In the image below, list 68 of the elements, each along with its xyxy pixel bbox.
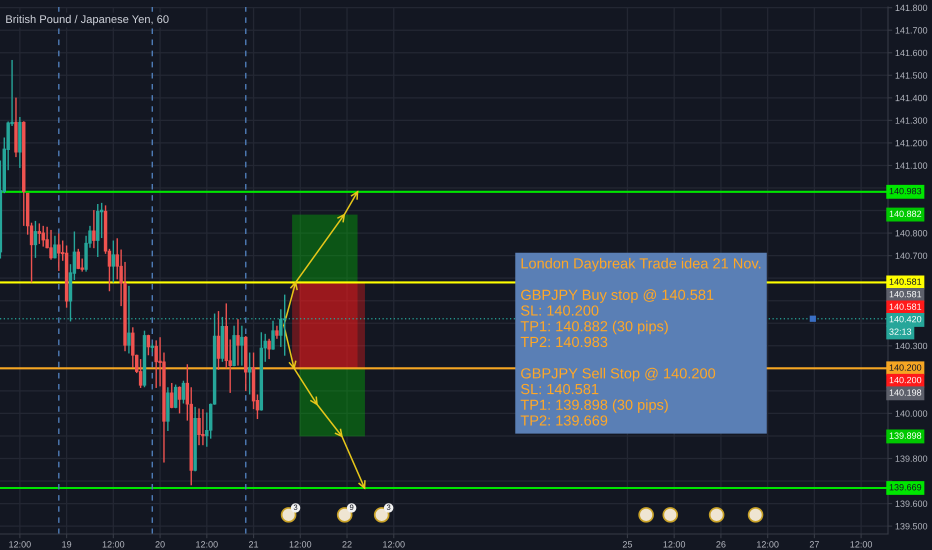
candlestick	[92, 209, 96, 249]
text: London Daybreak Trade idea 21 Nov. GBPJPY Buy stop @ 140.581 SL: 140.200 TP1: 140.882 (30 pips) TP2: 140.983 GBPJPY Sell Stop @ 140.200 SL: 140.581 TP1: 139.898 (30 pips) TP2: 139.669	[520, 258, 760, 426]
y-tick-label: 141.400	[896, 94, 928, 102]
x-tick-label: 12:00	[383, 541, 405, 548]
candlestick	[146, 334, 150, 356]
candlestick	[240, 325, 244, 366]
x-tick-label: 12:00	[9, 541, 31, 548]
text: 32:13	[889, 328, 912, 335]
candlestick	[170, 382, 174, 409]
candlestick	[178, 386, 182, 414]
bar	[300, 282, 365, 369]
candlestick	[248, 352, 252, 396]
candlestick	[112, 240, 116, 284]
y-tick-label: 141.300	[896, 117, 928, 124]
text: 140.581	[890, 290, 922, 298]
y-tick-label: 141.500	[896, 72, 928, 79]
candlestick	[53, 235, 57, 260]
ref-line-label: 140.581	[890, 278, 922, 285]
y-tick-label: 140.700	[896, 252, 928, 259]
ref-line-label: 139.669	[890, 484, 922, 490]
candlestick	[38, 222, 42, 245]
text: 139.898	[890, 432, 922, 439]
candlestick	[138, 358, 142, 389]
y-tick-label: 141.700	[896, 27, 928, 34]
y-tick-label: 139.800	[896, 455, 928, 462]
ref-line-label: 140.200	[890, 364, 922, 371]
x-tick-label: 27	[810, 541, 819, 548]
candlestick	[182, 380, 186, 404]
candlestick	[201, 408, 205, 446]
text: British Pound / Japanese Yen, 60	[6, 14, 169, 26]
text: 140.198	[890, 389, 922, 396]
y-tick-label: 139.500	[896, 523, 928, 530]
candlestick	[267, 338, 271, 360]
y-tick-label: 139.600	[896, 500, 928, 507]
x-tick-label: 25	[622, 541, 632, 548]
x-tick-label: 12:00	[664, 541, 686, 548]
ref-line-label: 140.420	[890, 316, 922, 322]
x-tick-label: 21	[248, 541, 258, 548]
candlestick	[42, 225, 45, 248]
x-tick-label: 19	[62, 541, 72, 548]
x-tick-label: 26	[716, 541, 726, 548]
candlestick	[34, 220, 38, 259]
x-tick-label: 12:00	[290, 541, 312, 548]
text: 140.882	[890, 210, 922, 218]
x-tick-label: 12:00	[196, 541, 218, 548]
y-tick-label: 141.600	[896, 50, 928, 56]
y-tick-label: 140.800	[896, 230, 928, 236]
y-tick-label: 140.000	[896, 410, 928, 417]
candlestick	[154, 340, 158, 389]
x-tick-label: 22	[342, 541, 352, 548]
ref-line-label: 140.983	[890, 188, 922, 194]
y-tick-label: 141.100	[896, 162, 928, 169]
y-tick-label: 141.800	[896, 4, 928, 12]
text: 140.581	[890, 303, 922, 310]
y-tick-label: 141.200	[896, 140, 928, 146]
candlestick	[216, 310, 220, 371]
candlestick	[174, 384, 178, 409]
x-tick-label: 12:00	[102, 541, 124, 548]
y-tick-label: 140.300	[896, 342, 928, 350]
text: 140.200	[890, 376, 922, 384]
bar	[300, 368, 365, 436]
candlestick	[76, 248, 80, 270]
x-tick-label: 12:00	[757, 541, 779, 548]
x-tick-label: 12:00	[850, 541, 872, 548]
candlestick	[57, 232, 61, 272]
x-tick-label: 20	[156, 541, 165, 548]
candlestick	[275, 325, 279, 340]
bar	[292, 214, 358, 282]
